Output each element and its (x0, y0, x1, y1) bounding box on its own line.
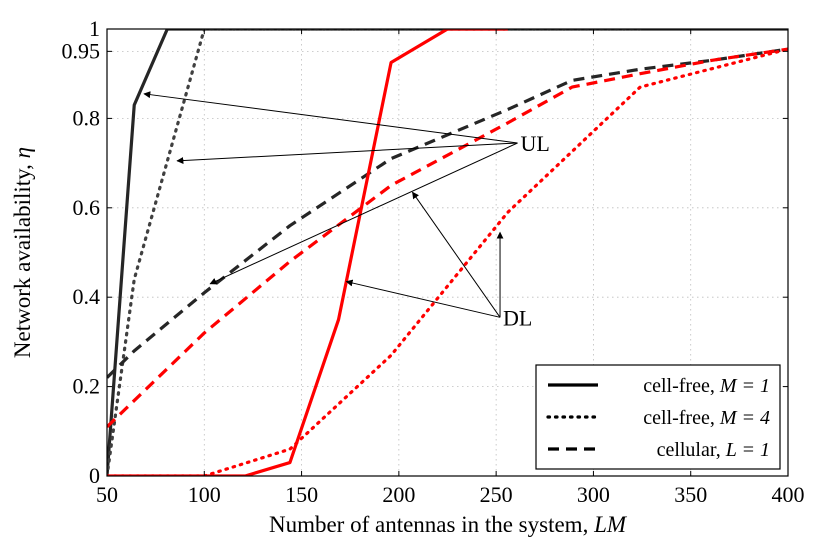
x-tick-label: 150 (285, 482, 318, 507)
legend-label-math: M = 4 (719, 407, 770, 429)
y-axis-label: Network availability, η (10, 147, 35, 358)
x-tick-label: 350 (674, 482, 707, 507)
annotation-arrow (412, 191, 501, 318)
grid (107, 29, 788, 476)
series-line-ul-dashed (107, 47, 788, 379)
legend-label: cell-free, M = 1 (643, 375, 770, 397)
y-tick-label: 0.8 (73, 105, 101, 130)
y-tick-label: 0.6 (73, 195, 101, 220)
x-tick-label: 50 (96, 482, 118, 507)
legend-label: cell-free, M = 4 (643, 407, 770, 429)
series-line-dl-dashed (107, 47, 788, 428)
x-axis-label: Number of antennas in the system, LM (269, 512, 628, 537)
legend-label-math: M = 1 (719, 375, 770, 397)
annotation-arrow (209, 142, 518, 285)
series-line-ul-solid (107, 29, 788, 476)
annotation-arrow (143, 91, 518, 144)
plot-frame (106, 28, 789, 477)
x-tick-label: 400 (772, 482, 805, 507)
y-tick-label: 1 (89, 16, 100, 41)
x-tick-label: 300 (577, 482, 610, 507)
annotation-label-ul: UL (521, 131, 550, 156)
series-line-dl-dotted (107, 47, 788, 476)
ticks: 50 100 150 200 250 300 350 400 0 0.2 0.4 0.6 0.8 0.95… (62, 16, 805, 507)
legend-label-text: cell-free, (643, 375, 720, 397)
x-tick-label: 250 (480, 482, 513, 507)
y-axis-label-text: Network availability, (10, 158, 35, 358)
annotation-arrow (345, 279, 501, 318)
y-axis-label-math: η (10, 147, 35, 158)
legend-label-math: L = 1 (725, 439, 770, 461)
x-axis-label-math: LM (593, 512, 628, 537)
annotation-label-dl: DL (503, 305, 532, 330)
x-axis-label-text: Number of antennas in the system, (269, 512, 594, 537)
x-tick-label: 200 (382, 482, 415, 507)
legend-label: cellular, L = 1 (657, 439, 770, 461)
y-tick-label: 0.2 (73, 374, 101, 399)
y-tick-label: 0.95 (62, 38, 101, 63)
series-line-dl-solid (107, 29, 508, 476)
annotations: UL DL (143, 91, 550, 330)
legend-label-text: cell-free, (643, 407, 720, 429)
annotation-arrow (176, 142, 518, 165)
y-tick-label: 0 (89, 463, 100, 488)
series-line-ul-dotted (107, 29, 642, 476)
x-tick-label: 100 (188, 482, 221, 507)
y-tick-label: 0.4 (73, 284, 101, 309)
legend-label-text: cellular, (657, 439, 726, 461)
